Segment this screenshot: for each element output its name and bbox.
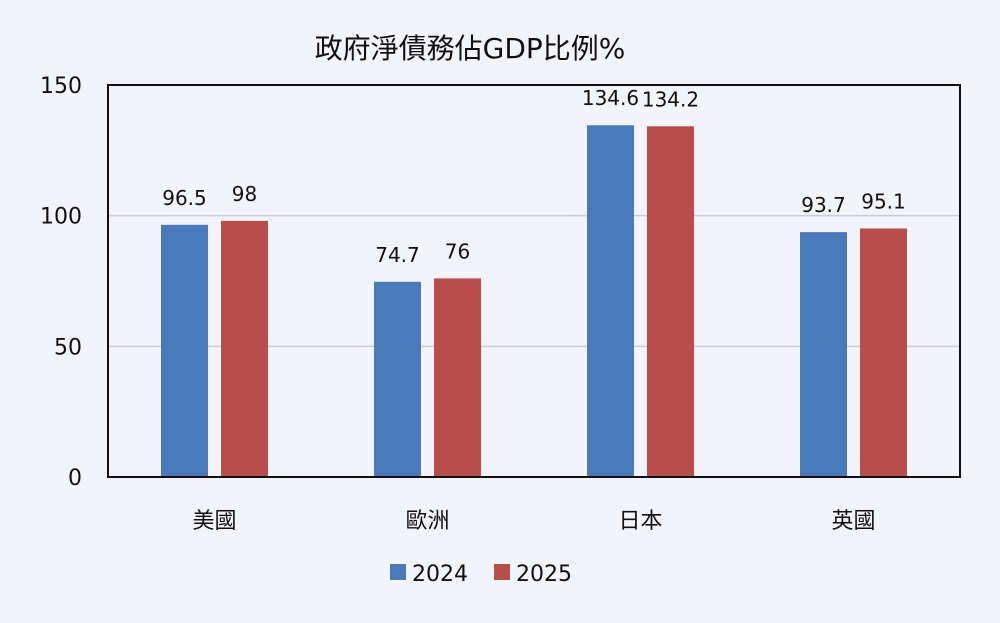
legend-swatch: [494, 564, 510, 580]
data-label: 95.1: [861, 189, 906, 213]
data-labels: 96.5 98 74.7 76 134.6 134.2 93.7 95.1: [162, 86, 906, 267]
x-category-label: 美國: [192, 509, 236, 534]
y-axis-ticks: 0 50 100 150: [40, 74, 82, 491]
bar-2024: [800, 232, 847, 477]
legend-label: 2024: [412, 562, 468, 587]
bar-2025: [860, 228, 907, 477]
plot-area-border: [107, 84, 961, 478]
bar-2025: [221, 220, 268, 478]
bar-2025: [434, 278, 481, 477]
data-label: 76: [445, 239, 470, 263]
data-label: 98: [232, 182, 257, 206]
data-label: 134.2: [642, 87, 699, 111]
legend-label: 2025: [516, 562, 572, 587]
bar-2024: [374, 281, 421, 477]
data-label: 96.5: [162, 186, 207, 210]
bar-2024: [587, 125, 634, 477]
x-category-label: 歐洲: [405, 509, 449, 534]
x-category-label: 英國: [831, 509, 875, 534]
chart-title: 政府淨債務佔GDP比例%: [315, 32, 626, 65]
x-axis-categories: 美國 歐洲 日本 英國: [192, 509, 875, 534]
legend-swatch: [390, 564, 406, 580]
y-tick-label: 150: [40, 74, 82, 99]
data-label: 93.7: [801, 193, 846, 217]
bar-2025: [647, 126, 694, 478]
y-tick-label: 50: [54, 335, 82, 360]
y-tick-label: 100: [40, 205, 82, 230]
data-label: 134.6: [582, 86, 639, 110]
bars: [161, 125, 907, 478]
data-label: 74.7: [375, 243, 420, 267]
x-category-label: 日本: [618, 509, 662, 534]
bar-2024: [161, 224, 208, 477]
legend: 2024 2025: [390, 562, 572, 587]
y-tick-label: 0: [68, 466, 82, 491]
